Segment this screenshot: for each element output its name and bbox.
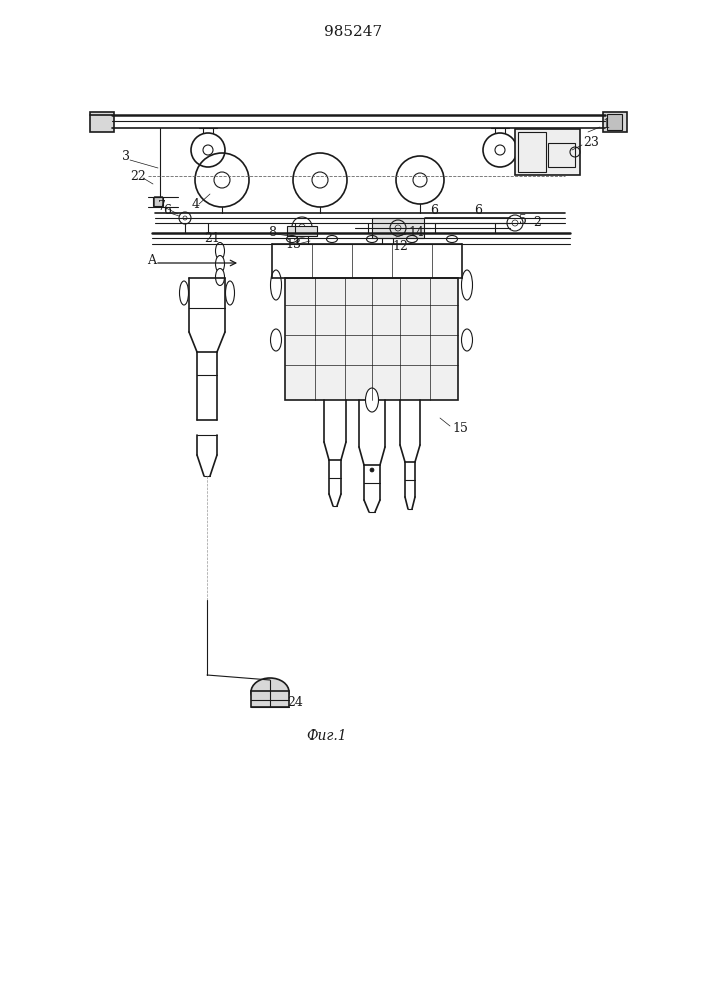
Bar [285,278,458,400]
Ellipse shape [226,281,235,305]
Text: 22: 22 [130,169,146,182]
Text: 7: 7 [158,200,166,213]
Bar [372,218,424,238]
Bar [515,129,580,175]
Text: 3: 3 [122,150,130,163]
Text: Фиг.1: Фиг.1 [306,729,346,743]
Text: 5: 5 [519,214,527,227]
Ellipse shape [180,281,189,305]
Bar [607,114,622,130]
Bar [548,143,575,167]
Ellipse shape [216,242,225,259]
Circle shape [370,468,374,472]
Bar [90,112,114,132]
Ellipse shape [271,270,281,300]
Bar [251,691,289,707]
Ellipse shape [462,270,472,300]
Text: 6: 6 [163,205,171,218]
Ellipse shape [271,329,281,351]
Text: 24: 24 [287,696,303,708]
Text: 1: 1 [602,117,610,130]
Bar [518,132,546,172]
Text: A: A [147,253,156,266]
Text: 14: 14 [408,226,424,238]
Ellipse shape [251,678,289,706]
Text: 6: 6 [474,205,482,218]
Text: 12: 12 [392,240,408,253]
Text: 8: 8 [268,226,276,238]
Ellipse shape [216,255,225,272]
Ellipse shape [216,268,225,286]
Ellipse shape [366,388,378,412]
Text: 6: 6 [430,205,438,218]
Text: 985247: 985247 [324,25,382,39]
Text: 4: 4 [192,198,200,211]
Bar [153,197,163,206]
Text: 13: 13 [285,238,301,251]
Text: 21: 21 [204,232,220,244]
Text: 23: 23 [583,135,599,148]
Bar [154,196,162,207]
Bar [603,112,627,132]
Bar [287,226,317,236]
Text: 15: 15 [452,422,468,434]
Text: 2: 2 [533,216,541,229]
Ellipse shape [462,329,472,351]
